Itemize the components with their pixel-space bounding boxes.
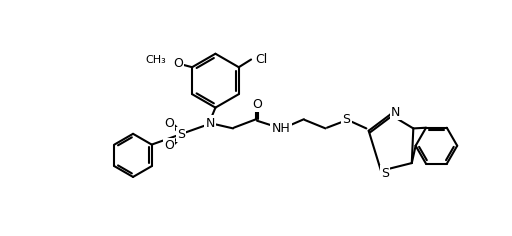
Text: O: O: [164, 139, 174, 152]
Text: NH: NH: [271, 122, 290, 135]
Text: O: O: [252, 98, 262, 111]
Text: S: S: [177, 128, 185, 141]
Text: N: N: [205, 117, 215, 130]
Text: S: S: [381, 167, 389, 180]
Text: CH₃: CH₃: [145, 55, 166, 64]
Text: O: O: [173, 57, 183, 70]
Text: Cl: Cl: [255, 53, 267, 66]
Text: N: N: [391, 106, 400, 119]
Text: O: O: [164, 117, 174, 130]
Text: S: S: [343, 113, 350, 126]
